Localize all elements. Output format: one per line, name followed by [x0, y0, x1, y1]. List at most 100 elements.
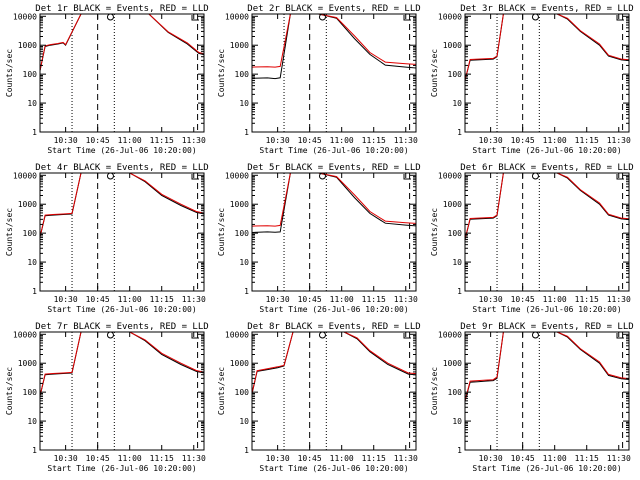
x-axis-label: Start Time (26-Jul-06 10:20:00)	[472, 464, 621, 473]
x-tick-label: 11:00	[118, 454, 142, 463]
x-tick-label: 11:30	[394, 295, 418, 304]
y-tick-label: 1	[457, 287, 462, 296]
x-tick-label: 10:30	[54, 136, 78, 145]
x-tick-label: 11:00	[118, 136, 142, 145]
x-tick-label: 10:45	[298, 295, 322, 304]
x-tick-label: 10:30	[266, 295, 290, 304]
y-tick-label: 10000	[13, 12, 37, 21]
y-tick-label: 10000	[438, 330, 462, 339]
x-axis-label: Start Time (26-Jul-06 10:20:00)	[259, 146, 408, 155]
series-group	[40, 173, 204, 240]
plot-frame	[251, 172, 417, 292]
y-axis-label: Counts/sec	[5, 208, 14, 256]
x-tick-label: 11:30	[607, 295, 631, 304]
x-tick-label: 11:30	[607, 454, 631, 463]
circle-marker	[531, 13, 539, 21]
x-tick-label: 10:45	[511, 295, 535, 304]
y-tick-label: 10000	[13, 330, 37, 339]
y-tick-label: 1	[244, 287, 249, 296]
y-tick-label: 1000	[230, 359, 249, 368]
series-group	[252, 14, 416, 80]
y-axis-label: Counts/sec	[5, 49, 14, 97]
x-tick-label: 11:15	[575, 295, 599, 304]
y-tick-label: 1	[32, 287, 37, 296]
reference-lines	[71, 14, 199, 132]
y-tick-label: 100	[448, 229, 463, 238]
x-tick-label: 10:45	[511, 136, 535, 145]
panel-det-4r: 1 10 100 1000 10000 10:30 10:45 11:00 11:15 11:30…	[5, 163, 209, 314]
x-axis-label: Start Time (26-Jul-06 10:20:00)	[259, 464, 408, 473]
plot-frame	[39, 172, 205, 292]
x-tick-label: 11:00	[118, 295, 142, 304]
panel-title: Det 9r BLACK = Events, RED = LLD	[460, 322, 633, 332]
x-axis-label: Start Time (26-Jul-06 10:20:00)	[47, 464, 196, 473]
x-tick-label: 10:45	[511, 454, 535, 463]
y-axis-label: Counts/sec	[430, 49, 439, 97]
y-tick-label: 100	[235, 388, 250, 397]
x-tick-label: 11:15	[150, 136, 174, 145]
x-axis-label: Start Time (26-Jul-06 10:20:00)	[47, 305, 196, 314]
x-tick-label: 10:45	[298, 454, 322, 463]
panel-title: Det 1r BLACK = Events, RED = LLD	[35, 4, 208, 14]
y-tick-label: 100	[23, 229, 38, 238]
y-tick-label: 1	[244, 446, 249, 455]
y-tick-label: 10	[239, 258, 249, 267]
x-axis-label: Start Time (26-Jul-06 10:20:00)	[472, 146, 621, 155]
series-lld-line	[252, 332, 416, 396]
y-tick-label: 10	[239, 417, 249, 426]
y-tick-label: 100	[23, 388, 38, 397]
series-lld-line	[40, 332, 204, 398]
series-lld-line	[465, 332, 629, 403]
series-lld-line	[40, 14, 204, 73]
x-tick-label: 10:30	[479, 454, 503, 463]
x-tick-label: 11:00	[330, 454, 354, 463]
y-tick-label: 10000	[13, 171, 37, 180]
bracket-marker	[191, 15, 199, 21]
bracket-marker	[616, 15, 624, 21]
panel-title: Det 4r BLACK = Events, RED = LLD	[35, 163, 208, 173]
y-tick-label: 1000	[443, 41, 462, 50]
panel-det-6r: 1 10 100 1000 10000 10:30 10:45 11:00 11:15 11:30…	[430, 163, 634, 314]
series-group	[465, 173, 629, 242]
circle-marker	[531, 331, 539, 339]
panel-title: Det 5r BLACK = Events, RED = LLD	[247, 163, 420, 173]
panel-title: Det 8r BLACK = Events, RED = LLD	[247, 322, 420, 332]
bracket-marker	[403, 174, 411, 180]
y-tick-label: 10000	[225, 330, 249, 339]
x-tick-label: 11:30	[182, 295, 206, 304]
reference-lines	[496, 332, 624, 450]
y-axis-label: Counts/sec	[430, 367, 439, 415]
x-tick-label: 11:15	[575, 136, 599, 145]
y-tick-label: 100	[235, 229, 250, 238]
series-group	[40, 332, 204, 399]
y-tick-label: 1000	[443, 200, 462, 209]
bracket-marker	[403, 15, 411, 21]
y-tick-label: 10	[27, 99, 37, 108]
circle-marker	[531, 172, 539, 180]
x-tick-label: 11:00	[543, 136, 567, 145]
x-axis-label: Start Time (26-Jul-06 10:20:00)	[47, 146, 196, 155]
series-lld-line	[252, 173, 416, 227]
panel-title: Det 6r BLACK = Events, RED = LLD	[460, 163, 633, 173]
series-lld-line	[252, 14, 416, 68]
x-tick-label: 10:45	[86, 295, 110, 304]
circle-marker	[106, 331, 114, 339]
y-tick-label: 10	[452, 258, 462, 267]
x-tick-label: 10:30	[54, 454, 78, 463]
x-tick-label: 11:15	[362, 454, 386, 463]
y-tick-label: 1000	[18, 359, 37, 368]
y-tick-label: 10	[27, 258, 37, 267]
reference-lines	[496, 173, 624, 291]
plot-frame	[39, 331, 205, 451]
x-tick-label: 11:30	[182, 136, 206, 145]
reference-lines	[283, 173, 411, 291]
x-tick-label: 11:30	[182, 454, 206, 463]
series-events-line	[465, 173, 629, 242]
y-tick-label: 1	[32, 128, 37, 137]
x-tick-label: 11:30	[607, 136, 631, 145]
panel-title: Det 3r BLACK = Events, RED = LLD	[460, 4, 633, 14]
y-tick-label: 10	[452, 417, 462, 426]
bracket-marker	[191, 333, 199, 339]
series-group	[252, 173, 416, 234]
plot-frame	[464, 172, 630, 292]
